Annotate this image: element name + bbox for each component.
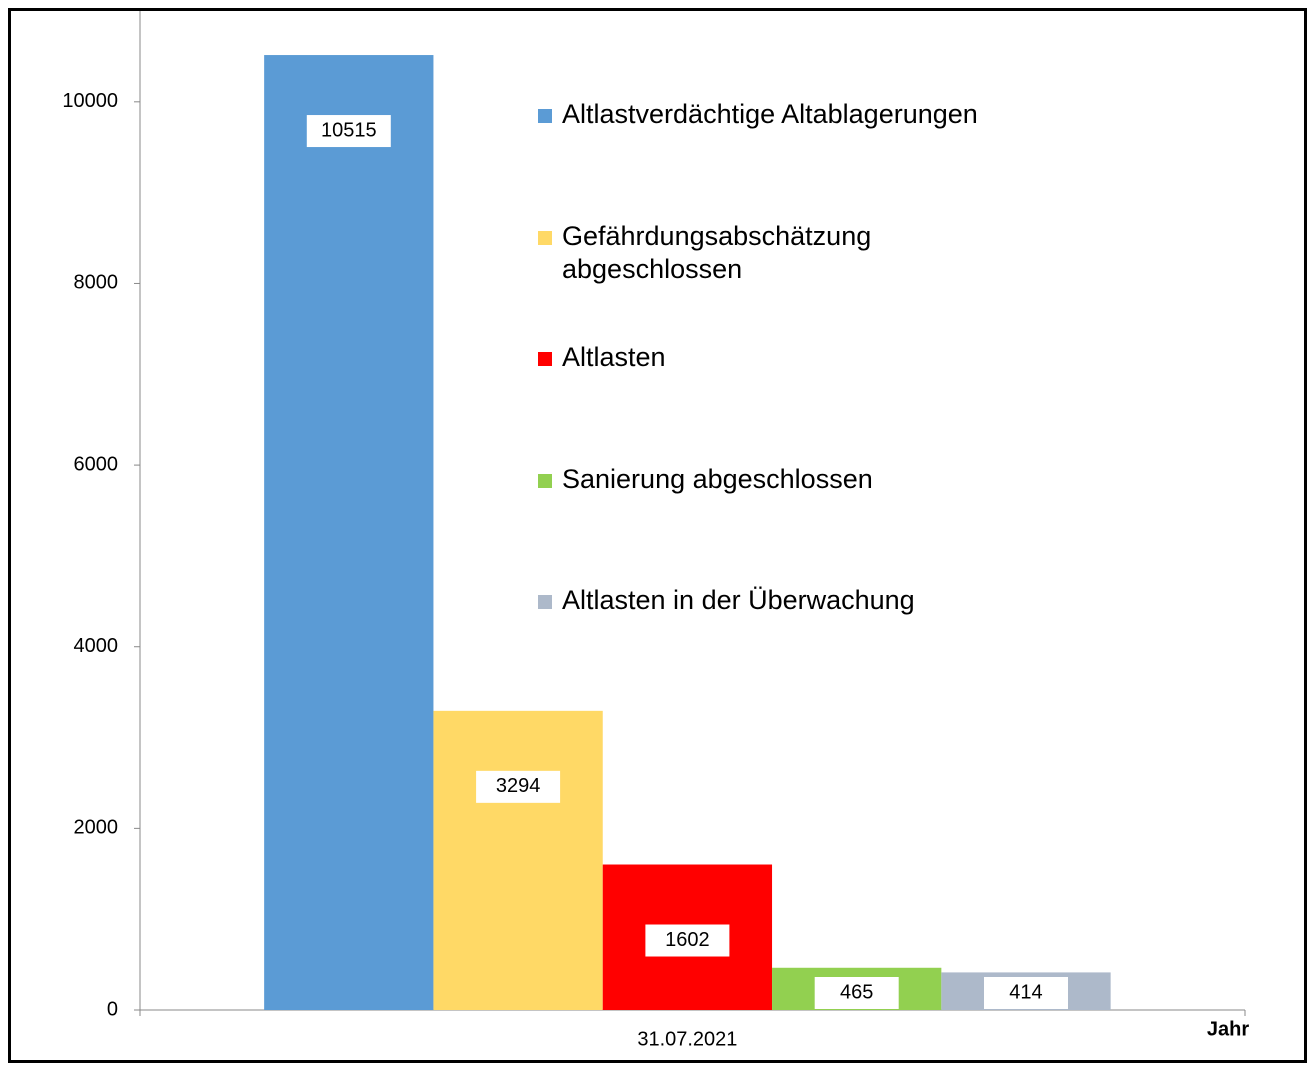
legend-entry: Altlasten in der Überwachung	[538, 584, 1042, 617]
legend-label: Altlastverdächtige Altablagerungen	[562, 99, 978, 129]
value-label: 1602	[665, 929, 710, 951]
legend-entry: Sanierung abgeschlossen	[538, 463, 1042, 496]
legend-label: Altlasten in der Überwachung	[562, 585, 915, 615]
value-label-box	[814, 977, 899, 1009]
value-label-box	[476, 770, 561, 803]
bar	[264, 55, 434, 1011]
bar	[433, 710, 603, 1010]
value-label: 10515	[321, 119, 377, 141]
y-tick-label: 6000	[74, 453, 119, 475]
y-tick-label: 2000	[74, 817, 119, 839]
legend-swatch	[538, 231, 552, 245]
value-label-box	[306, 115, 391, 148]
y-tick-label: 0	[107, 998, 118, 1020]
legend-swatch	[538, 474, 552, 488]
x-tick-label: 31.07.2021	[637, 1028, 737, 1050]
y-tick-label: 4000	[74, 635, 119, 657]
legend-entry: Altlastverdächtige Altablagerungen	[538, 98, 1042, 131]
value-label: 414	[1009, 981, 1042, 1003]
legend-swatch	[538, 109, 552, 123]
value-label-box	[983, 977, 1068, 1009]
legend-swatch	[538, 352, 552, 366]
legend-label: Altlasten	[562, 342, 666, 372]
legend-entry: Altlasten	[538, 341, 1042, 374]
y-tick-label: 10000	[62, 90, 118, 112]
legend-swatch	[538, 595, 552, 609]
value-label-box	[645, 924, 730, 957]
legend-label: Gefährdungsabschätzung abgeschlossen	[562, 221, 872, 284]
value-label: 465	[840, 981, 873, 1003]
x-axis-label: Jahr	[1207, 1018, 1249, 1040]
y-tick-label: 8000	[74, 272, 119, 294]
legend-label: Sanierung abgeschlossen	[562, 464, 873, 494]
value-label: 3294	[496, 775, 541, 797]
legend-entry: Gefährdungsabschätzung abgeschlossen	[538, 220, 1042, 286]
frame	[8, 8, 1307, 1063]
